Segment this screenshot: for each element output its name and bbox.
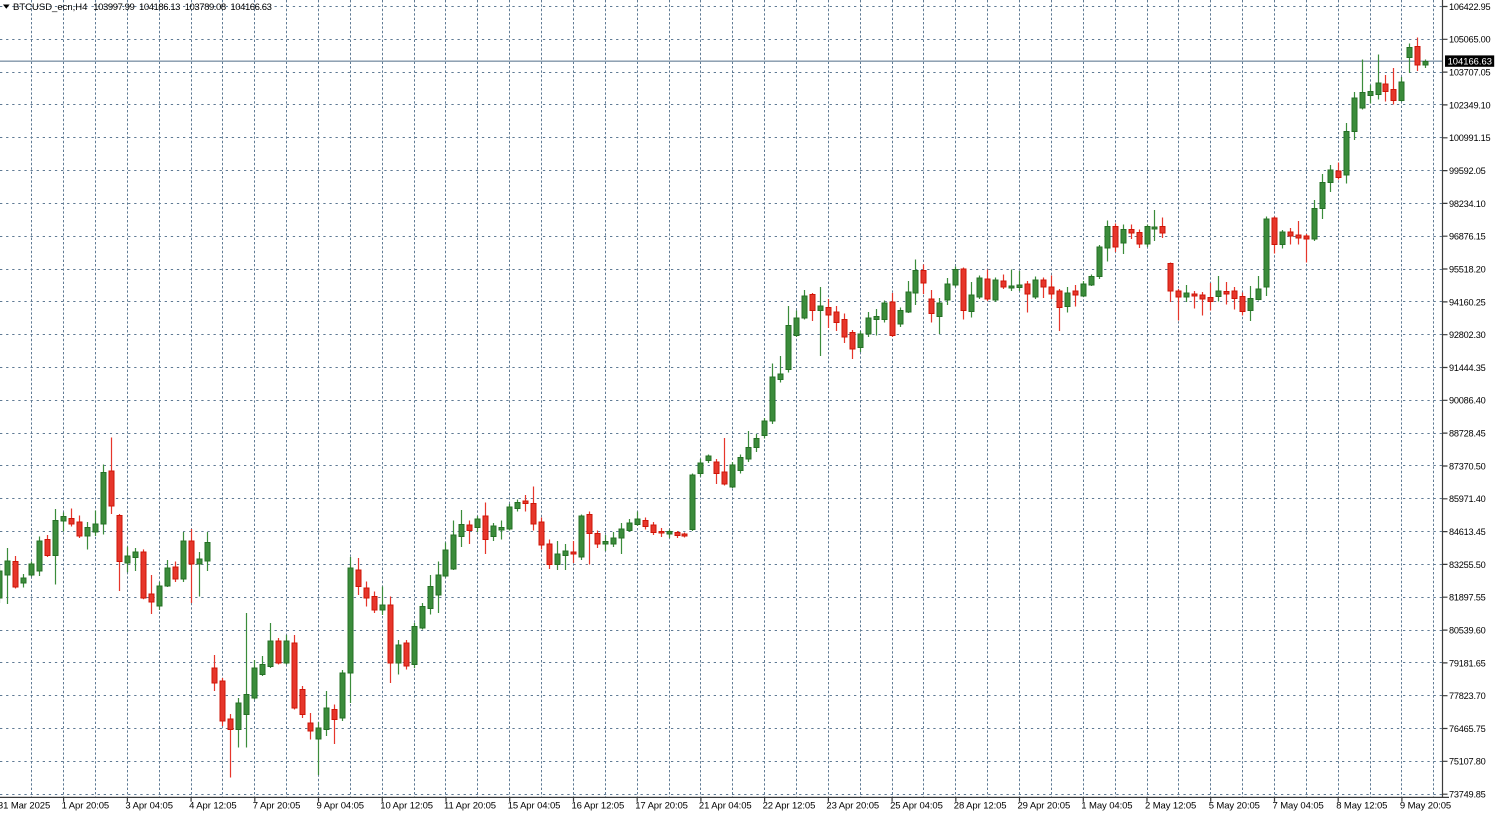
- svg-text:9 May 20:05: 9 May 20:05: [1400, 801, 1451, 812]
- svg-text:28 Apr 12:05: 28 Apr 12:05: [954, 801, 1007, 812]
- svg-text:29 Apr 20:05: 29 Apr 20:05: [1018, 801, 1071, 812]
- svg-text:25 Apr 04:05: 25 Apr 04:05: [890, 801, 943, 812]
- svg-text:76465.75: 76465.75: [1449, 724, 1486, 734]
- svg-text:88728.45: 88728.45: [1449, 429, 1486, 439]
- svg-text:7 May 04:05: 7 May 04:05: [1273, 801, 1324, 812]
- svg-text:106422.95: 106422.95: [1449, 2, 1491, 12]
- svg-text:31 Mar 2025: 31 Mar 2025: [0, 801, 50, 812]
- svg-text:81897.55: 81897.55: [1449, 593, 1486, 603]
- svg-text:103789.08: 103789.08: [185, 2, 226, 13]
- svg-text:73749.85: 73749.85: [1449, 790, 1486, 800]
- svg-text:103707.05: 103707.05: [1449, 68, 1491, 78]
- svg-text:90086.40: 90086.40: [1449, 396, 1486, 406]
- svg-text:91444.35: 91444.35: [1449, 363, 1486, 373]
- svg-text:80539.60: 80539.60: [1449, 626, 1486, 636]
- svg-text:104186.13: 104186.13: [139, 2, 180, 13]
- svg-text:21 Apr 04:05: 21 Apr 04:05: [699, 801, 752, 812]
- svg-text:85971.40: 85971.40: [1449, 494, 1486, 504]
- svg-text:94160.25: 94160.25: [1449, 297, 1486, 307]
- svg-text:23 Apr 20:05: 23 Apr 20:05: [826, 801, 879, 812]
- svg-text:103997.99: 103997.99: [93, 2, 134, 13]
- svg-text:104166.63: 104166.63: [1448, 56, 1492, 67]
- svg-text:17 Apr 20:05: 17 Apr 20:05: [635, 801, 688, 812]
- svg-text:10 Apr 12:05: 10 Apr 12:05: [380, 801, 433, 812]
- svg-text:83255.50: 83255.50: [1449, 560, 1486, 570]
- svg-text:1 May 04:05: 1 May 04:05: [1081, 801, 1132, 812]
- svg-text:1 Apr 20:05: 1 Apr 20:05: [62, 801, 110, 812]
- svg-text:3 Apr 04:05: 3 Apr 04:05: [125, 801, 172, 812]
- svg-text:16 Apr 12:05: 16 Apr 12:05: [572, 801, 625, 812]
- svg-text:7 Apr 20:05: 7 Apr 20:05: [253, 801, 300, 812]
- svg-text:5 May 20:05: 5 May 20:05: [1209, 801, 1260, 812]
- svg-text:75107.80: 75107.80: [1449, 757, 1486, 767]
- svg-text:4 Apr 12:05: 4 Apr 12:05: [189, 801, 237, 812]
- svg-text:79181.65: 79181.65: [1449, 658, 1486, 668]
- svg-text:87370.50: 87370.50: [1449, 461, 1486, 471]
- svg-text:2 May 12:05: 2 May 12:05: [1145, 801, 1196, 812]
- svg-text:100991.15: 100991.15: [1449, 133, 1491, 143]
- svg-text:99592.05: 99592.05: [1449, 166, 1486, 176]
- svg-text:104166.63: 104166.63: [230, 2, 271, 13]
- svg-text:8 May 12:05: 8 May 12:05: [1336, 801, 1387, 812]
- svg-text:105065.00: 105065.00: [1449, 35, 1491, 45]
- svg-text:95518.20: 95518.20: [1449, 264, 1486, 274]
- svg-text:102349.10: 102349.10: [1449, 100, 1491, 110]
- svg-text:15 Apr 04:05: 15 Apr 04:05: [508, 801, 561, 812]
- svg-text:77823.70: 77823.70: [1449, 691, 1486, 701]
- svg-text:9 Apr 04:05: 9 Apr 04:05: [317, 801, 365, 812]
- svg-text:92802.30: 92802.30: [1449, 330, 1486, 340]
- svg-text:96876.15: 96876.15: [1449, 232, 1486, 242]
- svg-text:11 Apr 20:05: 11 Apr 20:05: [444, 801, 496, 812]
- svg-text:22 Apr 12:05: 22 Apr 12:05: [763, 801, 816, 812]
- svg-text:98234.10: 98234.10: [1449, 199, 1486, 209]
- svg-text:BTCUSD_ecn,H4: BTCUSD_ecn,H4: [13, 2, 87, 13]
- svg-text:84613.45: 84613.45: [1449, 527, 1486, 537]
